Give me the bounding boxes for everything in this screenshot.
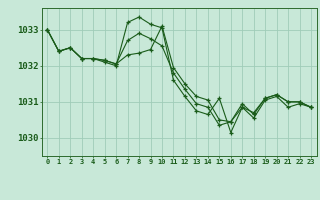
- Text: Graphe pression niveau de la mer (hPa): Graphe pression niveau de la mer (hPa): [58, 183, 262, 192]
